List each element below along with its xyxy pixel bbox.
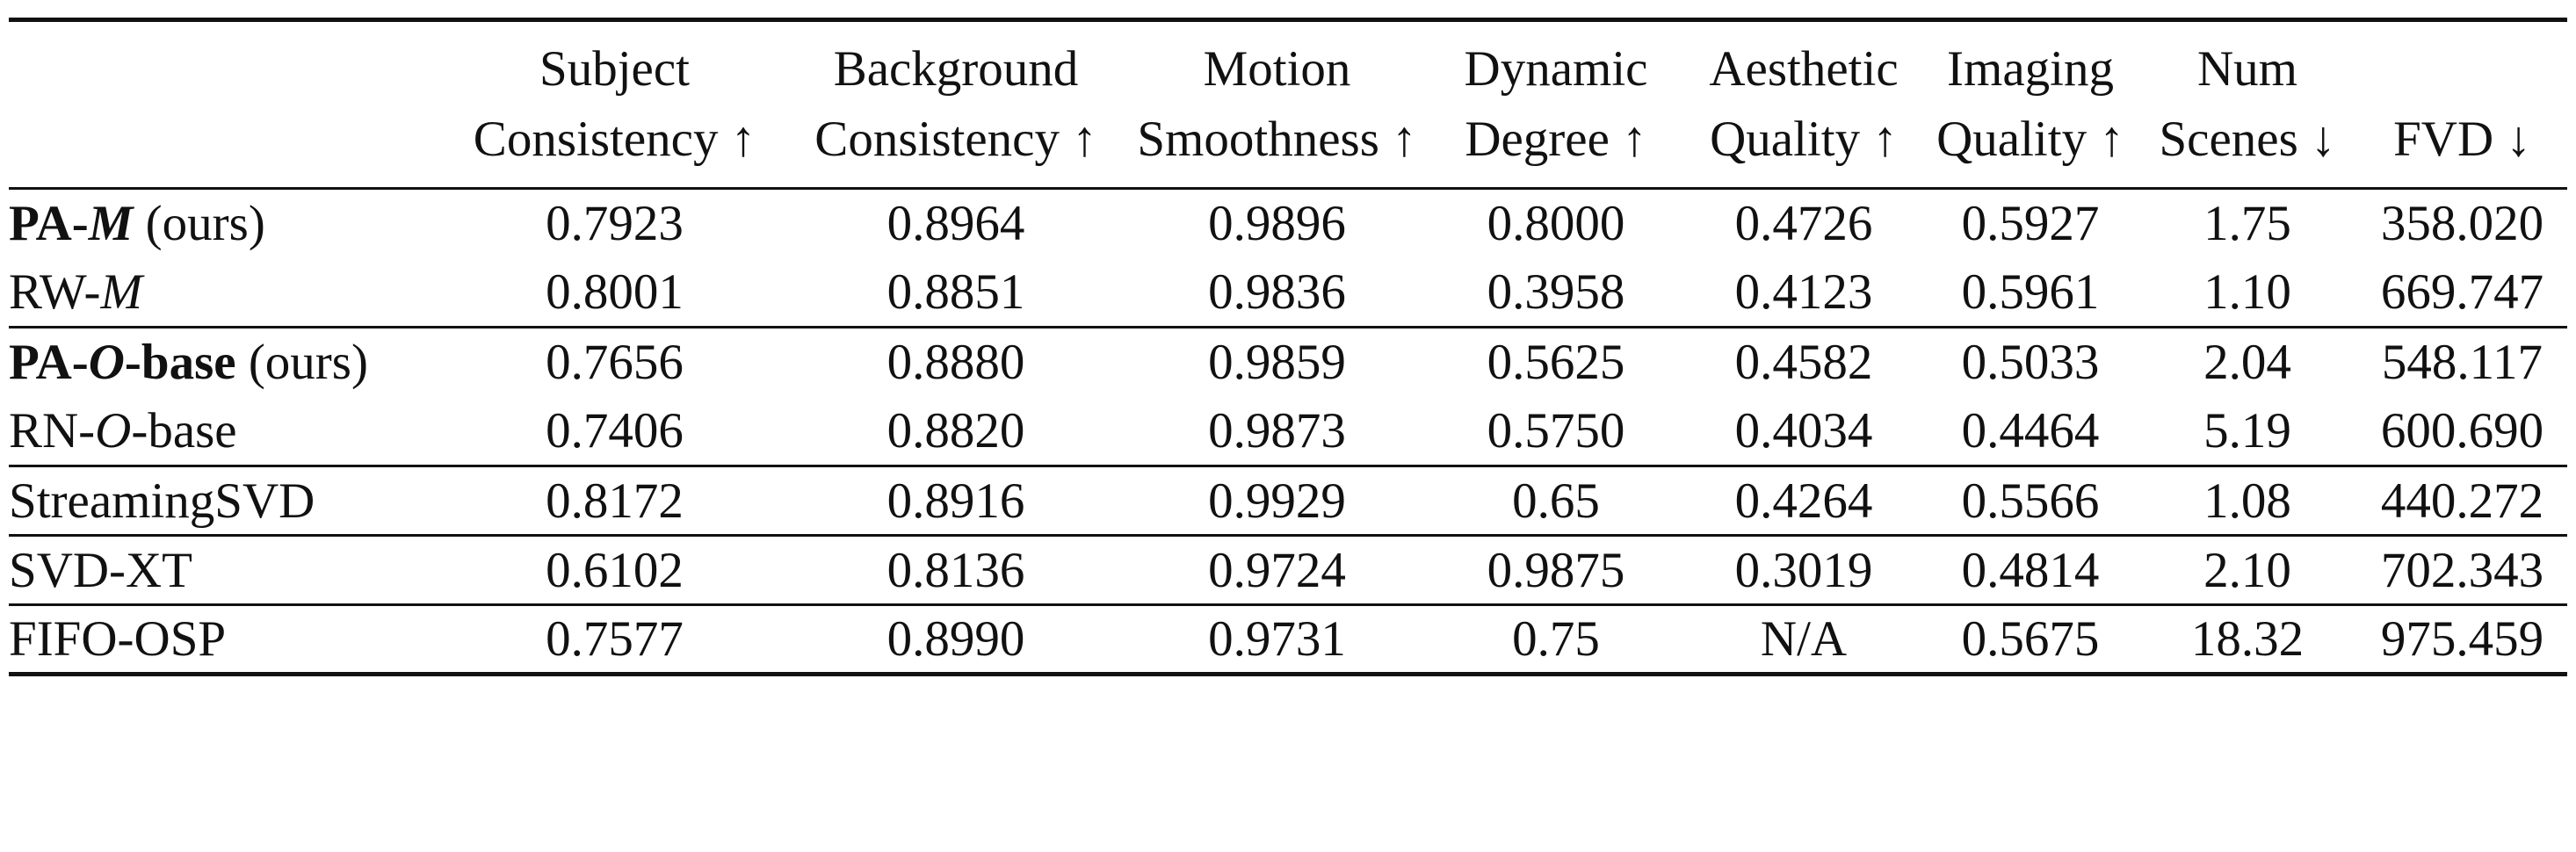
table-cell: 0.8916 [886,473,1025,529]
table-cell: 2.10 [2203,542,2291,598]
table-cell: 702.343 [2380,542,2544,598]
table-cell: 0.5927 [1961,196,2100,252]
table-row: PA-O-base (ours) 0.7656 0.8880 0.9859 0.… [9,327,2567,397]
table-cell: 975.459 [2380,611,2544,667]
results-table: Subject Consistency ↑ Background Consisten… [9,18,2567,676]
row-label: RN-O-base [9,402,237,458]
table-cell: 0.8136 [886,542,1025,598]
table-cell: 0.8880 [886,335,1025,391]
table-cell: 1.75 [2203,196,2291,252]
header-fvd: FVD ↓ [2393,112,2531,167]
table-cell: 0.3019 [1734,542,1873,598]
table-cell: 0.75 [1512,611,1600,667]
table-cell: 0.3958 [1487,264,1625,320]
header-dynamic-degree: Dynamic Degree ↑ [1464,41,1648,167]
header-subject-consistency: Subject Consistency ↑ [473,41,756,167]
header-imaging-quality: Imaging Quality ↑ [1936,41,2124,167]
table-cell: 0.5033 [1961,335,2100,391]
table-cell: 0.5625 [1487,335,1625,391]
table-cell: 358.020 [2380,196,2544,252]
table-cell: 0.9731 [1208,611,1346,667]
header-row: Subject Consistency ↑ Background Consisten… [9,19,2567,189]
table-cell: 0.8964 [886,196,1025,252]
table-cell: 0.4034 [1734,402,1873,458]
row-label: PA-O-base (ours) [9,335,368,391]
table-cell: 669.747 [2380,264,2544,320]
table-cell: 440.272 [2380,473,2544,529]
header-method [9,20,444,189]
table-cell: 5.19 [2203,402,2291,458]
header-motion-smoothness: Motion Smoothness ↑ [1137,41,1417,167]
table-cell: 0.9929 [1208,473,1346,529]
table-cell: 0.9836 [1208,264,1346,320]
row-label: PA-M (ours) [9,196,265,252]
table-cell: 0.7406 [546,402,684,458]
table-cell: 2.04 [2203,335,2291,391]
table-cell: 0.9873 [1208,402,1346,458]
table-cell: 0.7577 [546,611,684,667]
table-row: RN-O-base 0.7406 0.8820 0.9873 0.5750 0.… [9,397,2567,466]
row-label: RW-M [9,264,142,320]
table-cell: 0.4582 [1734,335,1873,391]
table-cell: 0.8001 [546,264,684,320]
table-cell: 0.8851 [886,264,1025,320]
table-cell: 0.7656 [546,335,684,391]
table-cell: 0.4814 [1961,542,2100,598]
row-label: StreamingSVD [9,473,315,529]
table-cell: 0.9896 [1208,196,1346,252]
table-cell: 0.4123 [1734,264,1873,320]
table-cell: 0.9859 [1208,335,1346,391]
table-cell: 1.10 [2203,264,2291,320]
table-cell: 0.9875 [1487,542,1625,598]
row-label: SVD-XT [9,542,192,598]
table-cell: 0.5566 [1961,473,2100,529]
table-cell: 0.8000 [1487,196,1625,252]
table-row: SVD-XT 0.6102 0.8136 0.9724 0.9875 0.301… [9,535,2567,605]
table-row: StreamingSVD 0.8172 0.8916 0.9929 0.65 0… [9,466,2567,536]
table-row: RW-M 0.8001 0.8851 0.9836 0.3958 0.4123 … [9,258,2567,328]
table-cell: 0.6102 [546,542,684,598]
table-cell: 600.690 [2380,402,2544,458]
table-cell: 0.5675 [1961,611,2100,667]
table-row: FIFO-OSP 0.7577 0.8990 0.9731 0.75 N/A 0… [9,604,2567,675]
table-cell: 0.4726 [1734,196,1873,252]
header-num-scenes: Num Scenes ↓ [2159,41,2336,167]
table-cell: 0.5961 [1961,264,2100,320]
table-cell: 0.8990 [886,611,1025,667]
header-background-consistency: Background Consistency ↑ [814,41,1097,167]
table-cell: 0.5750 [1487,402,1625,458]
table-cell: 0.4464 [1961,402,2100,458]
table-cell: N/A [1760,611,1848,667]
table-cell: 0.8820 [886,402,1025,458]
table-cell: 0.9724 [1208,542,1346,598]
table-cell: 0.7923 [546,196,684,252]
table-cell: 0.4264 [1734,473,1873,529]
table-cell: 1.08 [2203,473,2291,529]
row-label: FIFO-OSP [9,611,227,667]
table-cell: 0.8172 [546,473,684,529]
table-cell: 0.65 [1512,473,1600,529]
header-aesthetic-quality: Aesthetic Quality ↑ [1709,41,1899,167]
table-row: PA-M (ours) 0.7923 0.8964 0.9896 0.8000 … [9,188,2567,258]
table-cell: 548.117 [2381,335,2543,391]
table-cell: 18.32 [2190,611,2305,667]
